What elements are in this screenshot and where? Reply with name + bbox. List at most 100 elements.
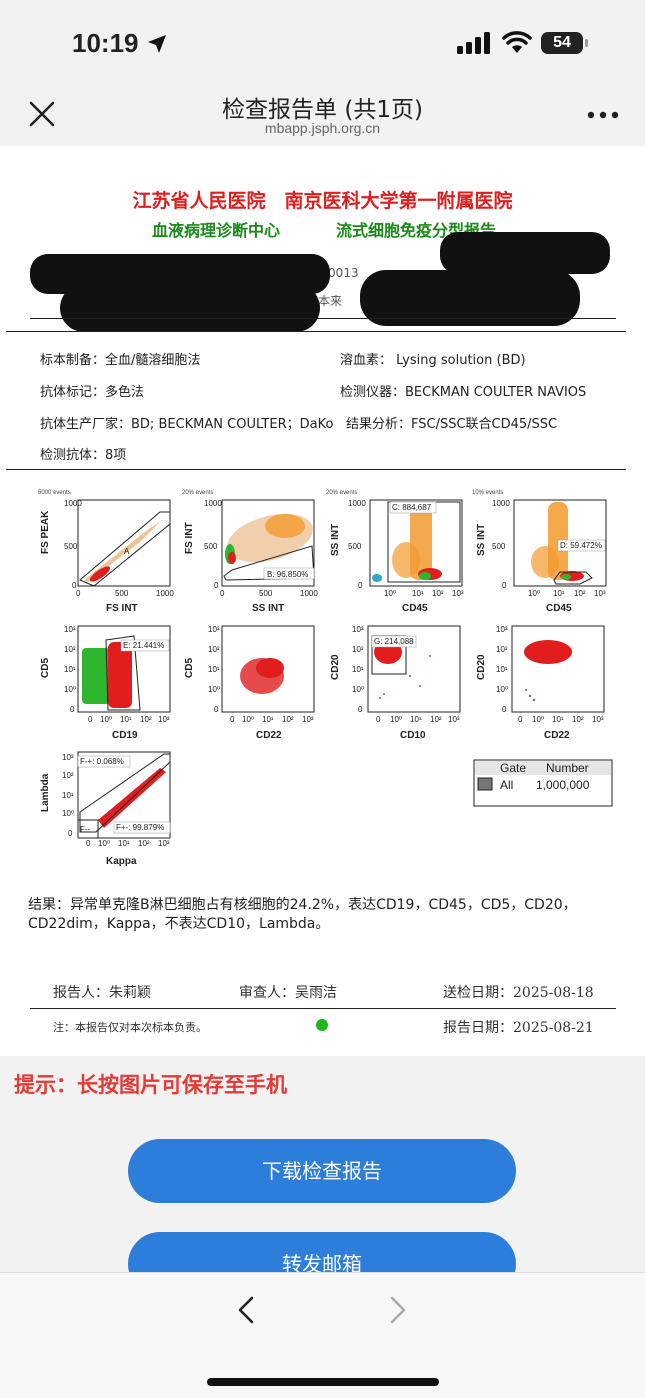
svg-text:500: 500 — [259, 589, 273, 598]
more-icon[interactable] — [586, 110, 620, 120]
plot8-ylabel: CD20 — [476, 654, 487, 680]
svg-text:10²: 10² — [208, 645, 220, 654]
svg-text:0: 0 — [70, 705, 75, 714]
svg-text:10²: 10² — [138, 839, 150, 848]
redaction-mark — [360, 270, 580, 326]
status-dot — [316, 1019, 328, 1031]
plot9-xlabel: Kappa — [106, 856, 137, 867]
svg-text:10³: 10³ — [594, 589, 606, 598]
plot3-gate-label: C: 884,687 — [392, 503, 432, 512]
svg-text:10²: 10² — [430, 715, 442, 724]
svg-text:10⁰: 10⁰ — [62, 809, 74, 818]
result-text: 结果：异常单克隆B淋巴细胞占有核细胞的24.2%，表达CD19，CD45，CD5… — [28, 897, 577, 932]
svg-text:500: 500 — [492, 542, 506, 551]
plot8-xlabel: CD22 — [544, 730, 570, 741]
reporter: 报告人：朱莉颖 — [53, 985, 151, 1001]
svg-text:10³: 10³ — [452, 589, 464, 598]
svg-text:10³: 10³ — [592, 715, 604, 724]
divider — [30, 1008, 616, 1009]
svg-text:500: 500 — [64, 542, 78, 551]
svg-text:0: 0 — [68, 829, 73, 838]
svg-text:0: 0 — [502, 705, 507, 714]
plot5-xlabel: CD19 — [112, 730, 138, 741]
plot6-cells — [240, 658, 284, 694]
home-indicator — [207, 1378, 439, 1386]
page-title: 检查报告单 (共1页) — [222, 97, 423, 123]
plot1-xlabel: FS INT — [106, 603, 138, 614]
svg-text:10¹: 10¹ — [552, 715, 564, 724]
svg-text:0: 0 — [518, 715, 523, 724]
hospital-name: 江苏省人民医院 南京医科大学第一附属医院 — [132, 190, 513, 212]
plot3-ylabel: SS INT — [330, 524, 341, 556]
status-bar: 10:19 54 — [0, 0, 645, 86]
report-date: 报告日期：2025-08-21 — [443, 1020, 594, 1036]
plot4-gate — [553, 571, 593, 585]
plot2-ylabel: FS INT — [184, 522, 195, 554]
svg-text:10⁰: 10⁰ — [208, 685, 220, 694]
redaction-mark — [440, 232, 610, 274]
svg-text:10²: 10² — [432, 589, 444, 598]
download-report-button[interactable]: 下载检查报告 — [128, 1139, 516, 1203]
save-tip: 提示：长按图片可保存至手机 — [14, 1073, 287, 1097]
plot4-gate-label: D: 59.472% — [560, 541, 602, 550]
plot2-gate-label: B: 96.850% — [267, 570, 308, 579]
plot2-xlabel: SS INT — [252, 603, 284, 614]
plot5-gate-label: E: 21.441% — [123, 641, 164, 650]
svg-text:10³: 10³ — [158, 715, 170, 724]
info-lysing: 溶血素： Lysing solution (BD) — [340, 353, 526, 368]
svg-text:10¹: 10¹ — [118, 839, 130, 848]
redaction-mark — [60, 284, 320, 332]
reviewer: 审查人：吴雨洁 — [239, 985, 337, 1001]
forward-icon[interactable] — [386, 1295, 410, 1325]
plot8-frame — [511, 625, 605, 713]
svg-text:0: 0 — [88, 715, 93, 724]
svg-text:10⁰: 10⁰ — [242, 715, 254, 724]
svg-text:10¹: 10¹ — [553, 589, 565, 598]
gate-table-number: 1,000,000 — [536, 778, 590, 792]
report-image[interactable]: 江苏省人民医院 南京医科大学第一附属医院 血液病理诊断中心 流式细胞免疫分型报告… — [0, 146, 645, 1056]
info-antibody-label: 抗体标记：多色法 — [40, 385, 145, 400]
plot2-cells — [225, 513, 313, 564]
plot9-gate — [79, 753, 171, 833]
svg-text:10¹: 10¹ — [62, 791, 74, 800]
svg-text:10⁰: 10⁰ — [64, 685, 76, 694]
partial-text: 本来 — [318, 294, 343, 308]
plot7-gate-label: G: 214,088 — [374, 637, 414, 646]
svg-text:10²: 10² — [62, 771, 74, 780]
battery-level: 54 — [553, 34, 571, 51]
plot2-events: 20% events — [182, 490, 213, 496]
dept-name: 血液病理诊断中心 — [152, 221, 281, 240]
browser-toolbar — [0, 1272, 645, 1398]
svg-text:10¹: 10¹ — [64, 665, 76, 674]
svg-text:10³: 10³ — [158, 839, 170, 848]
svg-text:0: 0 — [220, 589, 225, 598]
plot7-xlabel: CD10 — [400, 730, 426, 741]
plot3-cells — [372, 502, 442, 582]
flow-plots: 5000 events A 1000 500 0 0 500 1000 FS INT F… — [38, 490, 613, 867]
plot6-xlabel: CD22 — [256, 730, 282, 741]
back-icon[interactable] — [234, 1295, 258, 1325]
svg-text:10³: 10³ — [62, 753, 74, 762]
plot1-gate-label: A — [124, 547, 130, 556]
svg-text:500: 500 — [115, 589, 129, 598]
svg-text:10⁰: 10⁰ — [532, 715, 544, 724]
svg-text:10⁰: 10⁰ — [496, 685, 508, 694]
svg-text:10³: 10³ — [496, 625, 508, 634]
location-icon — [148, 35, 166, 53]
battery-tip — [585, 39, 588, 47]
svg-text:10²: 10² — [496, 645, 508, 654]
info-manufacturer: 抗体生产厂家：BD; BECKMAN COULTER；DaKo — [40, 417, 334, 432]
svg-text:10⁰: 10⁰ — [528, 589, 540, 598]
svg-text:10⁰: 10⁰ — [100, 715, 112, 724]
svg-text:10⁰: 10⁰ — [98, 839, 110, 848]
divider — [6, 469, 626, 470]
close-icon[interactable] — [28, 100, 56, 128]
plot2-gate — [223, 545, 315, 581]
svg-text:0: 0 — [214, 705, 219, 714]
info-instrument: 检测仪器：BECKMAN COULTER NAVIOS — [340, 385, 587, 400]
sent-date: 送检日期：2025-08-18 — [443, 985, 594, 1001]
svg-text:1000: 1000 — [492, 499, 510, 508]
svg-text:10¹: 10¹ — [496, 665, 508, 674]
plot3-events: 20% events — [326, 490, 357, 496]
plot7-ylabel: CD20 — [330, 654, 341, 680]
